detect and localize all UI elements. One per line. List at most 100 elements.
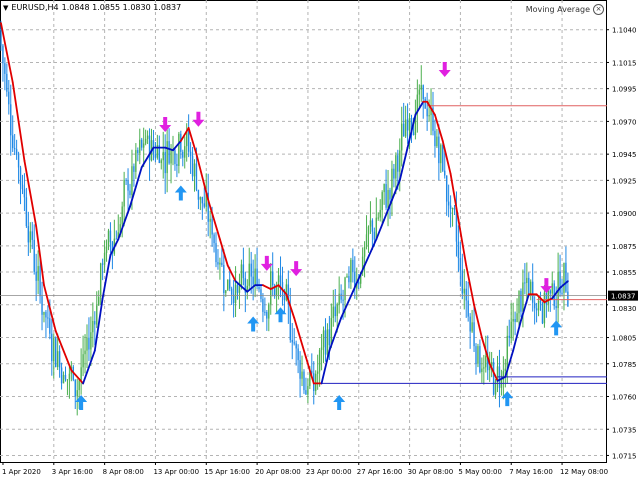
y-tick-label: 1.0735 [612, 426, 637, 434]
arrow-down-icon [260, 255, 273, 271]
moving-average-segment [305, 356, 315, 385]
moving-average-segment [195, 153, 210, 201]
arrow-up-icon [501, 391, 514, 407]
moving-average-segment [219, 238, 229, 267]
moving-average-segment [375, 218, 386, 241]
y-tick-label: 1.0805 [612, 335, 637, 343]
moving-average-segment [187, 127, 198, 156]
moving-average-segment [262, 284, 272, 290]
moving-average-segment [488, 362, 499, 382]
moving-average-segment [285, 293, 296, 319]
y-tick-label: 1.0715 [612, 452, 637, 460]
y-tick-label: 1.0970 [612, 118, 637, 126]
y-tick-label: 1.0785 [612, 361, 637, 369]
indicator-label[interactable]: Moving Average × [526, 4, 604, 15]
y-tick-label: 1.0925 [612, 177, 637, 185]
moving-average-segment [457, 218, 468, 267]
y-tick-label: 1.0945 [612, 151, 637, 159]
x-tick-label: 27 Apr 16:00 [357, 468, 403, 476]
current-price-tag [608, 290, 638, 301]
moving-average-segment [441, 140, 452, 175]
arrow-up-icon [550, 320, 563, 336]
arrow-down-icon [192, 111, 205, 127]
moving-average-segment [543, 297, 554, 304]
arrow-down-icon [290, 261, 303, 277]
moving-average-segment [269, 284, 280, 290]
arrow-up-icon [274, 307, 287, 323]
moving-average-segment [164, 146, 174, 152]
moving-average-segment [129, 166, 143, 208]
moving-average-segment [246, 284, 257, 293]
x-tick-label: 30 Apr 08:00 [408, 468, 454, 476]
price-tag-label: 1.0830 [612, 305, 637, 313]
x-tick-label: 5 May 00:00 [458, 468, 502, 476]
moving-average-segment [23, 159, 38, 228]
moving-average-segment [340, 290, 354, 319]
moving-average-segment [43, 284, 57, 332]
moving-average-segment [559, 280, 569, 289]
arrow-down-icon [540, 278, 553, 294]
current-price-label: 1.0837 [611, 293, 636, 301]
moving-average-segment [465, 264, 475, 306]
moving-average-segment [480, 336, 491, 365]
x-tick-label: 8 Apr 08:00 [103, 468, 144, 476]
moving-average-segment [109, 238, 120, 256]
y-tick-label: 1.0760 [612, 394, 637, 402]
arrow-up-icon [247, 316, 260, 332]
plot-frame [0, 0, 607, 463]
y-tick-label: 1.1015 [612, 59, 637, 67]
arrow-up-icon [174, 185, 187, 201]
moving-average-segment [383, 199, 393, 221]
moving-average-segment [207, 199, 221, 241]
moving-average-segment [101, 254, 112, 300]
x-tick-label: 7 May 16:00 [509, 468, 553, 476]
moving-average-segment [293, 317, 307, 359]
moving-average-segment [277, 284, 288, 296]
symbol-label: EURUSD,H4 [11, 3, 59, 12]
moving-average-segment [70, 369, 84, 385]
moving-average-segment [520, 293, 530, 322]
moving-average-segment [11, 81, 26, 162]
circle-x-icon[interactable]: × [593, 4, 604, 15]
moving-average-segment [414, 100, 425, 116]
x-tick-label: 15 Apr 16:00 [204, 468, 250, 476]
triangle-down-icon[interactable]: ▼ [3, 3, 9, 12]
moving-average-segment [0, 22, 14, 84]
moving-average-segment [535, 293, 546, 304]
x-tick-label: 12 May 08:00 [560, 468, 608, 476]
price-tag-bg [608, 302, 638, 313]
arrow-down-icon [159, 117, 172, 133]
moving-average-segment [398, 146, 409, 182]
x-tick-label: 1 Apr 2020 [2, 468, 41, 476]
moving-average-segment [449, 172, 460, 221]
moving-average-segment [140, 146, 155, 169]
x-tick-label: 23 Apr 00:00 [306, 468, 352, 476]
moving-average-segment [512, 319, 522, 352]
y-tick-label: 1.0900 [612, 210, 637, 218]
moving-average-segment [179, 127, 190, 142]
y-tick-label: 1.0995 [612, 86, 637, 94]
y-tick-label: 1.0875 [612, 243, 637, 251]
moving-average-segment [93, 297, 104, 352]
ohlc-values: 1.0848 1.0855 1.0830 1.0837 [61, 3, 182, 12]
symbol-info-bar: ▼ EURUSD,H4 1.0848 1.0855 1.0830 1.0837 [3, 3, 181, 12]
moving-average-segment [328, 317, 343, 352]
moving-average-segment [234, 280, 249, 293]
moving-average-segment [406, 113, 417, 149]
moving-average-segment [434, 113, 444, 142]
x-tick-label: 13 Apr 00:00 [153, 468, 199, 476]
moving-average-segment [54, 330, 73, 372]
indicator-name: Moving Average [525, 5, 590, 14]
moving-average-segment [473, 303, 483, 339]
arrow-up-icon [333, 395, 346, 411]
moving-average-segment [496, 375, 507, 382]
x-tick-label: 20 Apr 08:00 [255, 468, 301, 476]
moving-average-segment [351, 264, 366, 293]
moving-average-segment [426, 100, 436, 116]
y-tick-label: 1.0855 [612, 269, 637, 277]
arrow-up-icon [75, 395, 88, 411]
moving-average-segment [391, 179, 401, 201]
arrow-down-icon [438, 62, 451, 78]
